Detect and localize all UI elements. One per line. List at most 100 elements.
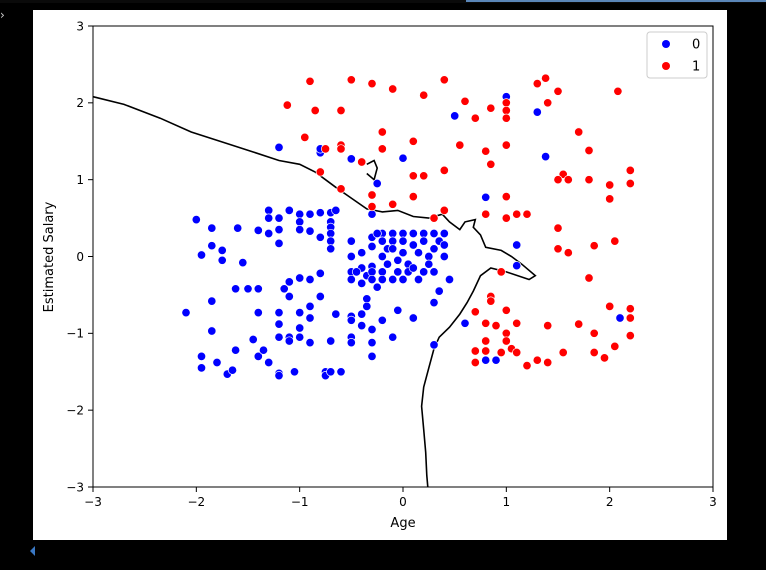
data-point-class-0	[207, 326, 217, 336]
data-point-class-1	[613, 86, 623, 96]
data-point-class-1	[501, 213, 511, 223]
data-point-class-1	[481, 336, 491, 346]
data-point-class-0	[196, 351, 207, 361]
data-point-class-0	[367, 274, 377, 285]
data-point-class-1	[501, 192, 511, 202]
data-points-layer	[181, 73, 635, 381]
data-point-class-1	[357, 157, 367, 167]
data-point-class-1	[625, 178, 635, 189]
data-point-class-1	[320, 144, 331, 154]
data-point-class-0	[439, 228, 449, 239]
data-point-class-0	[326, 228, 336, 239]
data-point-class-0	[434, 286, 444, 296]
data-point-class-1	[367, 202, 377, 212]
data-point-class-1	[470, 113, 480, 123]
legend-box	[646, 31, 708, 79]
scroll-left-arrow-icon[interactable]	[29, 545, 37, 557]
data-point-class-1	[553, 86, 563, 96]
data-point-class-0	[207, 241, 217, 251]
data-point-class-0	[196, 250, 207, 260]
data-point-class-1	[589, 328, 599, 338]
data-point-class-0	[532, 107, 542, 117]
data-point-class-1	[558, 347, 568, 358]
data-point-class-0	[367, 324, 377, 335]
data-point-class-0	[326, 236, 336, 246]
data-point-class-1	[496, 267, 506, 277]
data-point-class-1	[532, 355, 542, 365]
data-point-class-0	[491, 355, 501, 365]
data-point-class-1	[486, 159, 496, 169]
data-point-class-1	[512, 209, 522, 219]
y-axis-ticks: −3 −2 −1 0 1 2 3	[66, 19, 93, 494]
data-point-class-0	[326, 336, 336, 346]
data-point-class-1	[486, 296, 496, 306]
data-point-class-1	[455, 140, 465, 150]
data-point-class-1	[481, 346, 491, 356]
data-point-class-0	[377, 251, 387, 262]
data-point-class-0	[289, 367, 300, 377]
data-point-class-0	[439, 251, 449, 262]
data-point-class-0	[295, 273, 305, 283]
data-point-class-0	[413, 248, 424, 258]
data-point-class-1	[419, 171, 429, 181]
data-point-class-1	[429, 213, 439, 223]
data-point-class-0	[439, 240, 449, 250]
data-point-class-0	[398, 248, 408, 258]
data-point-class-0	[284, 277, 294, 287]
data-point-class-0	[481, 192, 491, 202]
data-point-class-1	[543, 321, 553, 331]
data-point-class-1	[553, 223, 563, 233]
data-point-class-1	[481, 318, 491, 328]
data-point-class-1	[305, 76, 315, 86]
x-tick-label: −2	[187, 495, 205, 509]
data-point-class-0	[264, 228, 274, 239]
x-tick-label: 1	[503, 495, 511, 509]
x-axis-ticks: −3 −2 −1 0 1 2 3	[84, 487, 717, 509]
data-point-class-0	[284, 205, 294, 215]
x-tick-label: 2	[606, 495, 614, 509]
data-point-class-0	[274, 238, 284, 248]
data-point-class-0	[429, 244, 439, 254]
data-point-class-1	[584, 145, 594, 156]
data-point-class-0	[419, 267, 429, 277]
decision-boundary-line-1	[366, 159, 379, 182]
data-point-class-0	[367, 241, 377, 252]
data-point-class-1	[408, 192, 418, 202]
data-point-class-0	[450, 111, 460, 121]
data-point-class-0	[305, 274, 315, 285]
data-point-class-1	[486, 103, 496, 113]
legend-label-1: 1	[692, 60, 700, 75]
y-tick-label: −1	[66, 327, 84, 341]
data-point-class-1	[501, 98, 511, 108]
data-point-class-0	[367, 338, 377, 348]
data-point-class-1	[439, 75, 449, 85]
data-point-class-1	[336, 184, 346, 194]
data-point-class-1	[543, 98, 553, 108]
data-point-class-0	[541, 152, 551, 162]
data-point-class-0	[331, 309, 341, 319]
data-point-class-0	[372, 282, 382, 292]
data-point-class-1	[501, 328, 511, 338]
data-point-class-0	[357, 248, 367, 258]
data-point-class-0	[388, 236, 398, 246]
data-point-class-0	[295, 323, 305, 333]
data-point-class-0	[408, 228, 418, 239]
data-point-class-0	[274, 319, 284, 329]
data-point-class-0	[367, 209, 377, 219]
data-point-class-0	[460, 318, 470, 328]
data-point-class-1	[346, 75, 356, 85]
data-point-class-1	[388, 84, 398, 94]
x-tick-label: 3	[709, 495, 717, 509]
data-point-class-0	[212, 357, 222, 368]
plot-figure-panel: −3 −2 −1 0 1 2 3 −3 −2 −1 0 1 2 3 Age Estimated Sala…	[33, 10, 727, 540]
data-point-class-1	[439, 165, 449, 175]
data-point-class-0	[253, 351, 263, 361]
data-point-class-1	[377, 127, 387, 137]
data-point-class-1	[625, 304, 635, 314]
data-point-class-1	[336, 144, 346, 154]
data-point-class-0	[408, 263, 418, 273]
data-point-class-0	[419, 228, 429, 239]
data-point-class-1	[605, 194, 615, 204]
collapse-caret-icon[interactable]: ›	[0, 8, 5, 22]
data-point-class-0	[295, 332, 305, 342]
